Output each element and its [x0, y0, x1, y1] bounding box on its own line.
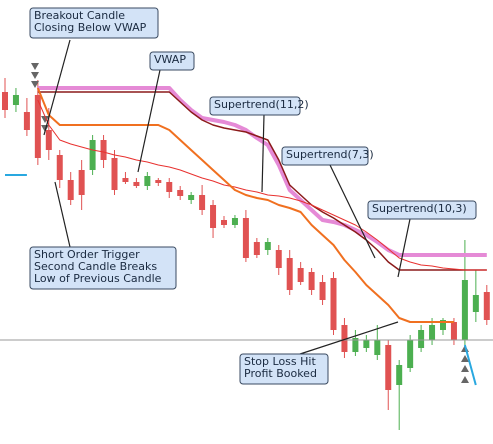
candle-body — [221, 220, 227, 225]
candle-body — [461, 280, 468, 340]
annotation-pointer — [54, 181, 71, 248]
candle-body — [67, 180, 74, 200]
candle-body — [89, 140, 96, 170]
buy-signal — [461, 345, 469, 383]
candle-body — [450, 322, 457, 340]
candle-body — [122, 178, 129, 182]
annotation-box — [29, 7, 159, 39]
candle-body — [418, 330, 425, 348]
annotation-pointer — [329, 164, 376, 259]
candle-body — [133, 182, 140, 186]
candle-body — [166, 182, 173, 192]
candle-body — [407, 340, 414, 368]
candle-body — [78, 170, 85, 195]
candle-body — [253, 242, 260, 255]
annotation-text: Closing Below VWAP — [34, 21, 147, 34]
annotation-box — [149, 51, 195, 71]
candle-body — [286, 258, 293, 290]
indicator-line — [5, 174, 477, 386]
annotation-text: Profit Booked — [244, 367, 317, 380]
candle-body — [275, 250, 282, 268]
indicator-line — [37, 91, 487, 271]
annotation-text: Supertrend(7,3) — [286, 148, 374, 161]
indicator-line — [37, 86, 487, 257]
annotation-box — [29, 246, 177, 290]
annotation-box — [367, 200, 477, 220]
indicator-line — [37, 99, 487, 271]
annotation-pointer — [299, 321, 399, 355]
candle-body — [396, 365, 403, 385]
sell-signal — [31, 63, 39, 88]
candle-body — [374, 340, 381, 355]
candle-body — [177, 190, 184, 196]
annotation-pointer — [137, 69, 161, 173]
candle-body — [440, 320, 446, 330]
annotation-pointer — [43, 39, 71, 136]
candle-body — [12, 95, 19, 105]
candle-body — [210, 205, 217, 228]
candle-body — [297, 268, 304, 282]
annotation-pointer — [261, 114, 265, 193]
candle-body — [483, 292, 490, 320]
candle-body — [34, 95, 41, 158]
candle-body — [188, 195, 195, 200]
candle-body — [429, 325, 436, 340]
candle-body — [100, 140, 107, 160]
candle-body — [144, 176, 151, 186]
candle-body — [330, 278, 337, 330]
candle-body — [23, 112, 30, 130]
candle-body — [352, 338, 359, 352]
candle-body — [308, 272, 315, 290]
candle-body — [199, 195, 206, 210]
sell-signal — [41, 116, 49, 132]
candle-body — [385, 345, 392, 390]
annotation-text: Stop Loss Hit — [244, 355, 316, 368]
annotation-text: Short Order Trigger — [34, 248, 140, 261]
candle-body — [341, 325, 348, 352]
annotation-pointer — [397, 218, 411, 278]
candle-body — [231, 218, 238, 225]
annotation-text: Breakout Candle — [34, 9, 125, 22]
candle-body — [56, 155, 63, 180]
candle-body — [264, 242, 271, 250]
candle-body — [242, 218, 249, 258]
candle-body — [45, 130, 52, 150]
indicator-line — [36, 87, 454, 323]
annotation-box — [209, 96, 301, 116]
annotation-text: VWAP — [154, 53, 186, 66]
annotation-text: Second Candle Breaks — [34, 260, 157, 273]
annotation-box — [281, 146, 369, 166]
annotation-text: Low of Previous Candle — [34, 272, 162, 285]
signal-markers — [31, 63, 469, 383]
candle-body — [363, 340, 370, 348]
annotation-text: Supertrend(10,3) — [372, 202, 467, 215]
candle-body — [2, 92, 8, 110]
candles — [2, 78, 490, 430]
candle-body — [111, 158, 118, 190]
candle-body — [319, 282, 326, 300]
annotation-text: Supertrend(11,2) — [214, 98, 309, 111]
candle-body — [155, 180, 162, 183]
annotation-box — [239, 353, 329, 385]
candle-body — [472, 295, 479, 312]
